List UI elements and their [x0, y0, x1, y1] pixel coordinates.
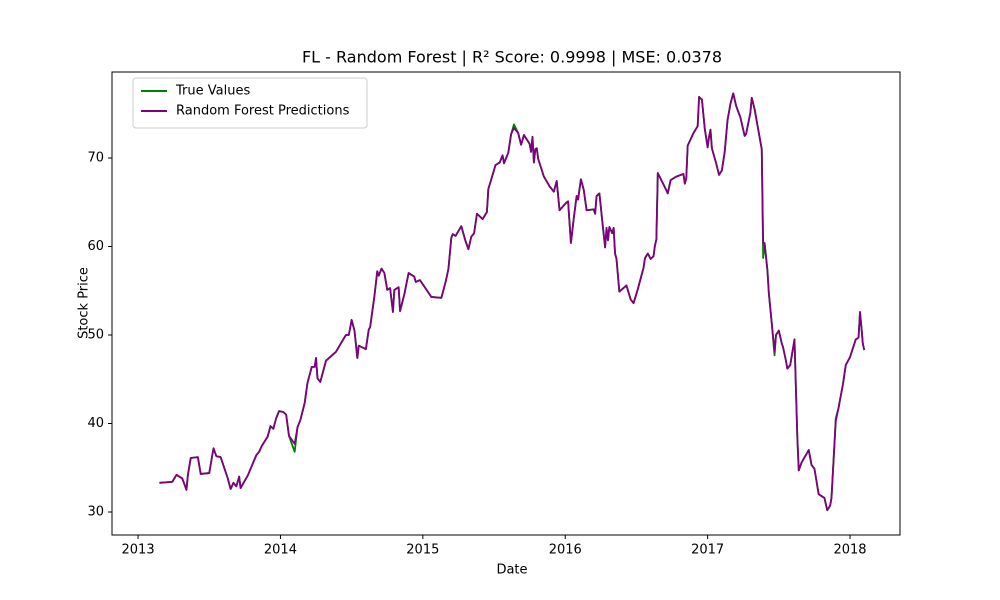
- chart-title: FL - Random Forest | R² Score: 0.9998 | …: [302, 48, 722, 67]
- legend: True Values Random Forest Predictions: [132, 77, 368, 129]
- y-tick-label: 60: [87, 239, 104, 254]
- x-tick-label: 2018: [833, 543, 866, 558]
- x-tick-label: 2016: [549, 543, 582, 558]
- axes-frame: [111, 71, 901, 536]
- x-tick-label: 2014: [264, 543, 297, 558]
- y-axis-label: Stock Price: [77, 267, 92, 339]
- legend-label: Random Forest Predictions: [176, 104, 350, 119]
- y-tick-label: 30: [87, 504, 104, 519]
- x-tick-label: 2017: [691, 543, 724, 558]
- plot-area: [159, 92, 866, 512]
- series-line: [159, 92, 866, 512]
- y-tick-label: 70: [87, 151, 104, 166]
- x-tick-label: 2013: [122, 543, 155, 558]
- y-tick-label: 40: [87, 416, 104, 431]
- y-tick-label: 50: [87, 328, 104, 343]
- x-tick-label: 2015: [406, 543, 439, 558]
- x-axis-label: Date: [496, 563, 527, 578]
- legend-label: True Values: [175, 84, 250, 99]
- legend-box: [132, 77, 368, 129]
